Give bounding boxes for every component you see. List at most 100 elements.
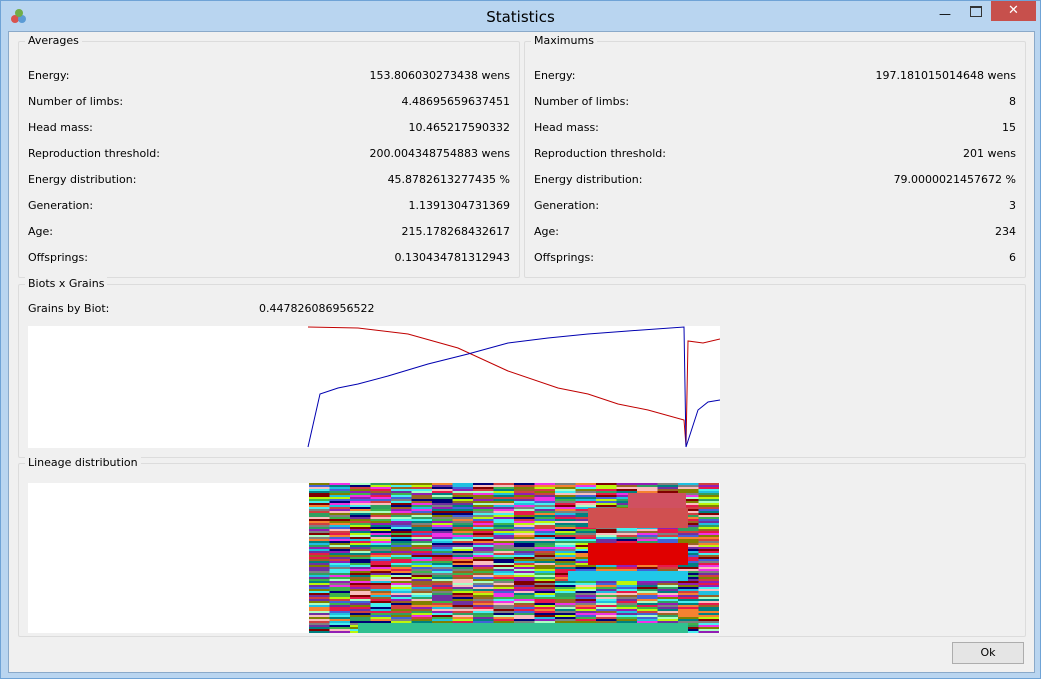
- lineage-stripe: [473, 555, 494, 557]
- lineage-stripe: [555, 569, 576, 571]
- lineage-stripe: [575, 499, 596, 501]
- lineage-stripe: [514, 493, 535, 495]
- lineage-stripe: [534, 497, 555, 499]
- lineage-stripe: [678, 615, 699, 617]
- lineage-stripe: [452, 503, 473, 505]
- lineage-stripe: [432, 497, 453, 499]
- lineage-stripe: [616, 583, 637, 585]
- lineage-stripe: [493, 551, 514, 553]
- lineage-stripe: [370, 485, 391, 487]
- lineage-stripe: [628, 493, 686, 508]
- lineage-stripe: [555, 607, 576, 609]
- lineage-stripe: [452, 585, 473, 587]
- lineage-stripe: [678, 483, 699, 485]
- lineage-stripe: [411, 507, 432, 509]
- lineage-stripe: [575, 567, 596, 569]
- lineage-stripe: [432, 503, 453, 505]
- lineage-stripe: [432, 543, 453, 545]
- lineage-stripe: [370, 549, 391, 551]
- ok-button[interactable]: Ok: [952, 642, 1024, 664]
- lineage-stripe: [358, 623, 688, 633]
- lineage-stripe: [452, 541, 473, 543]
- lineage-stripe: [575, 503, 596, 505]
- lineage-stripe: [514, 523, 535, 525]
- lineage-stripe: [616, 569, 637, 571]
- lineage-stripe: [309, 497, 330, 499]
- lineage-stripe: [411, 599, 432, 601]
- lineage-stripe: [329, 595, 350, 597]
- lineage-stripe: [432, 523, 453, 525]
- lineage-stripe: [493, 487, 514, 489]
- lineage-stripe: [452, 513, 473, 515]
- lineage-stripe: [698, 611, 719, 613]
- lineage-stripe: [309, 599, 330, 601]
- lineage-stripe: [370, 519, 391, 521]
- lineage-stripe: [616, 537, 637, 539]
- lineage-stripe: [637, 539, 658, 541]
- lineage-stripe: [411, 601, 432, 603]
- lineage-stripe: [391, 493, 412, 495]
- lineage-stripe: [575, 569, 596, 571]
- maximize-button[interactable]: [970, 6, 982, 17]
- lineage-stripe: [411, 509, 432, 511]
- lineage-stripe: [432, 581, 453, 583]
- lineage-stripe: [309, 583, 330, 585]
- lineage-stripe: [678, 569, 699, 571]
- lineage-stripe: [350, 585, 371, 587]
- lineage-stripe: [411, 617, 432, 619]
- lineage-stripe: [370, 547, 391, 549]
- lineage-stripe: [452, 591, 473, 593]
- lineage-stripe: [309, 491, 330, 493]
- lineage-stripe: [555, 565, 576, 567]
- lineage-stripe: [329, 545, 350, 547]
- lineage-stripe: [657, 539, 678, 541]
- lineage-stripe: [411, 531, 432, 533]
- lineage-stripe: [411, 619, 432, 621]
- lineage-stripe: [309, 565, 330, 567]
- lineage-stripe: [555, 609, 576, 611]
- lineage-stripe: [637, 537, 658, 539]
- lineage-stripe: [493, 601, 514, 603]
- lineage-stripe: [555, 529, 576, 531]
- lineage-stripe: [596, 539, 617, 541]
- lineage-stripe: [309, 577, 330, 579]
- lineage-stripe: [596, 491, 617, 493]
- lineage-stripe: [616, 493, 637, 495]
- lineage-stripe: [411, 541, 432, 543]
- lineage-stripe: [411, 565, 432, 567]
- lineage-stripe: [493, 527, 514, 529]
- lineage-stripe: [637, 617, 658, 619]
- lineage-stripe: [432, 587, 453, 589]
- lineage-stripe: [370, 573, 391, 575]
- lineage-stripe: [678, 499, 699, 501]
- lineage-stripe: [350, 567, 371, 569]
- lineage-stripe: [616, 505, 637, 507]
- lineage-stripe: [678, 623, 699, 625]
- lineage-stripe: [370, 537, 391, 539]
- close-button[interactable]: ✕: [991, 1, 1036, 21]
- lineage-stripe: [575, 615, 596, 617]
- lineage-stripe: [391, 521, 412, 523]
- lineage-stripe: [309, 571, 330, 573]
- lineage-stripe: [411, 553, 432, 555]
- lineage-stripe: [596, 533, 617, 535]
- lineage-stripe: [309, 551, 330, 553]
- lineage-stripe: [514, 501, 535, 503]
- lineage-stripe: [370, 501, 391, 503]
- app-icon: [11, 9, 26, 23]
- lineage-stripe: [391, 547, 412, 549]
- lineage-stripe: [493, 513, 514, 515]
- lineage-stripe: [329, 499, 350, 501]
- lineage-stripe: [657, 617, 678, 619]
- minimize-button[interactable]: —: [939, 7, 951, 21]
- lineage-stripe: [596, 581, 617, 583]
- lineage-stripe: [698, 621, 719, 623]
- lineage-stripe: [391, 527, 412, 529]
- lineage-stripe: [534, 589, 555, 591]
- lineage-stripe: [514, 533, 535, 535]
- lineage-stripe: [391, 567, 412, 569]
- lineage-stripe: [391, 495, 412, 497]
- lineage-stripe: [432, 599, 453, 601]
- stat-label: Energy:: [534, 69, 576, 82]
- lineage-stripe: [555, 533, 576, 535]
